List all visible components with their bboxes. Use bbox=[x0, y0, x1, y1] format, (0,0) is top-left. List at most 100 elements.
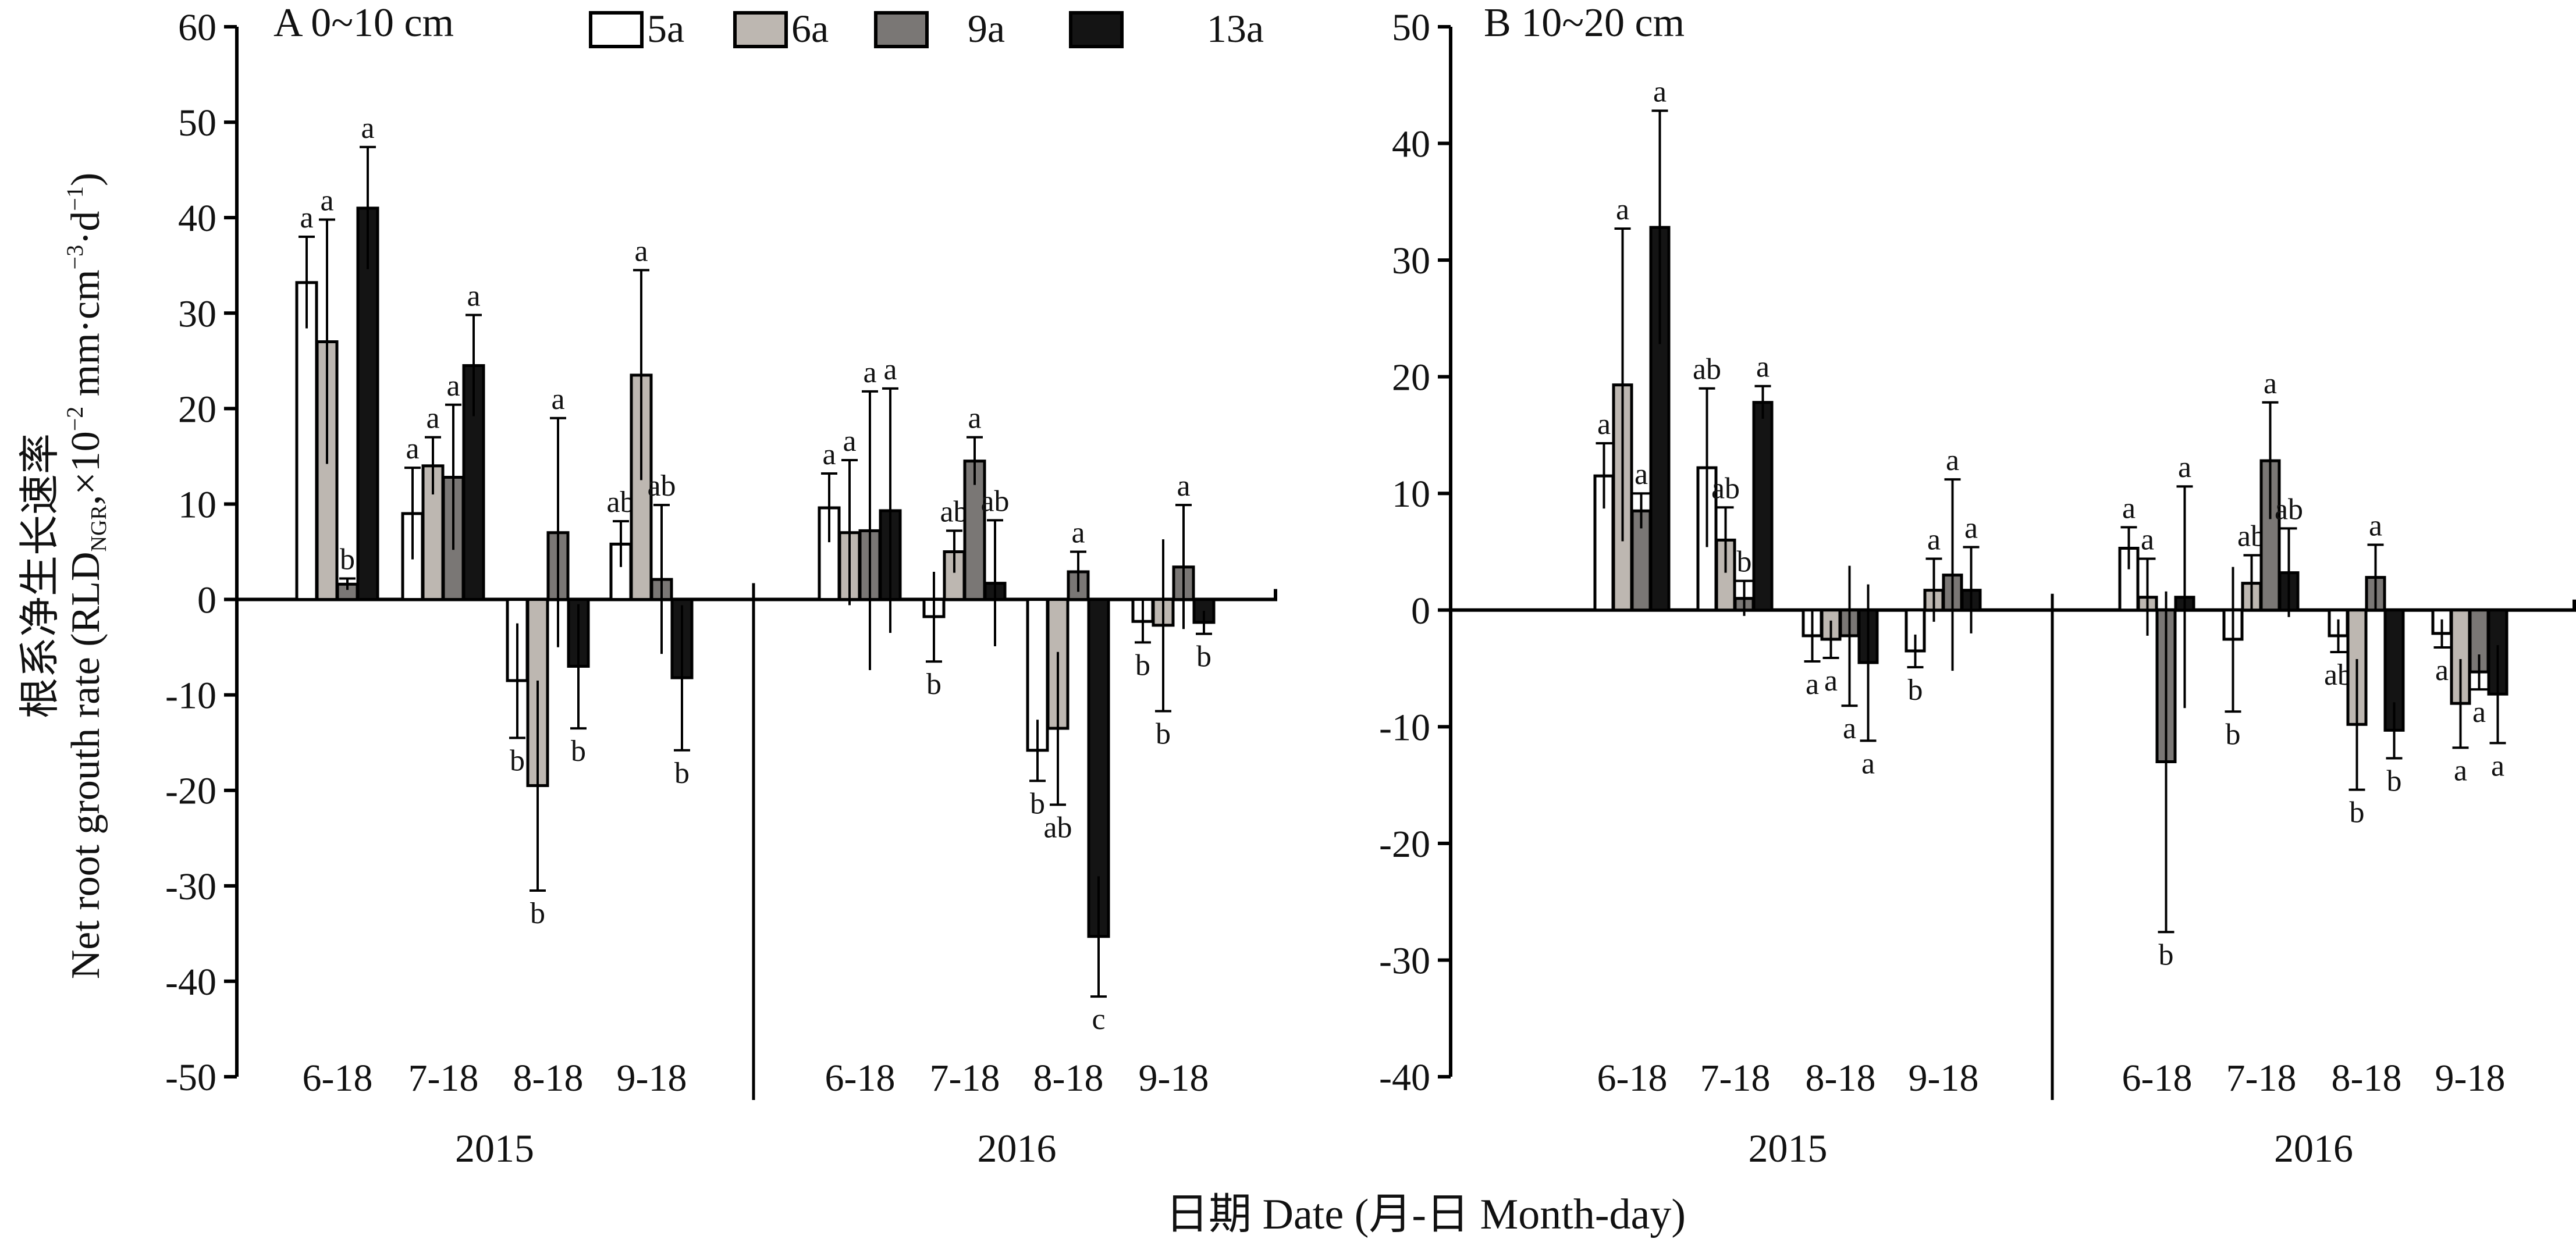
panel1-significance-letter: a bbox=[1756, 351, 1770, 384]
panel1-y-tick-label: 50 bbox=[1392, 6, 1430, 49]
panel0-significance-letter: b bbox=[571, 735, 586, 768]
panel1-significance-letter: a bbox=[2472, 696, 2486, 729]
panel0-date-label: 6-18 bbox=[303, 1057, 373, 1099]
panel1-significance-letter: a bbox=[2122, 492, 2136, 525]
panel1-y-tick-label: 20 bbox=[1392, 357, 1430, 399]
panel1-significance-letter: a bbox=[1806, 668, 1819, 701]
panel1-significance-letter: a bbox=[1927, 524, 1941, 557]
panel1-significance-letter: a bbox=[1635, 458, 1648, 491]
panel1-date-label: 6-18 bbox=[2122, 1057, 2193, 1099]
chart-canvas: 根系净生长速率 Net root grouth rate (RLDNGR,×10… bbox=[0, 0, 2576, 1243]
panel0-date-label: 7-18 bbox=[930, 1057, 1000, 1099]
panel0-y-tick-label: 40 bbox=[178, 197, 216, 240]
panel1-date-label: 7-18 bbox=[1700, 1057, 1771, 1099]
panel0-date-label: 7-18 bbox=[408, 1057, 479, 1099]
panel1-y-tick-label: -10 bbox=[1379, 706, 1430, 749]
panel1-y-tick-label: 10 bbox=[1392, 473, 1430, 515]
panel1-significance-letter: a bbox=[2454, 754, 2467, 787]
panel1-significance-letter: a bbox=[2435, 654, 2449, 687]
panel0-year-label: 2015 bbox=[455, 1126, 534, 1170]
y-axis-title-en: Net root grouth rate (RLDNGR,×10−2 mm·cm… bbox=[62, 173, 111, 980]
panel0-significance-letter: b bbox=[674, 757, 690, 790]
legend-label-6a: 6a bbox=[791, 6, 829, 51]
panel1-date-label: 9-18 bbox=[1909, 1057, 1979, 1099]
panel1-date-label: 8-18 bbox=[1806, 1057, 1876, 1099]
legend-swatch-13a bbox=[1071, 13, 1122, 47]
panel0-y-tick-label: 10 bbox=[178, 483, 216, 526]
panel0-significance-letter: ab bbox=[980, 485, 1009, 518]
y-axis-title-cn: 根系净生长速率 bbox=[18, 433, 63, 718]
legend-label-5a: 5a bbox=[647, 6, 684, 51]
panel0-significance-letter: a bbox=[634, 234, 648, 268]
panel0-significance-letter: ab bbox=[1043, 811, 1072, 844]
panel0-y-tick-label: 0 bbox=[197, 579, 216, 622]
panel1-significance-letter: a bbox=[2178, 451, 2191, 484]
y-axis-title-group: 根系净生长速率 Net root grouth rate (RLDNGR,×10… bbox=[18, 173, 111, 980]
legend-label-13a: 13a bbox=[1207, 6, 1264, 51]
panel0-significance-letter: b bbox=[926, 668, 941, 701]
panel0-y-tick-label: -20 bbox=[165, 770, 216, 813]
x-axis-title: 日期 Date (月-日 Month-day) bbox=[1166, 1191, 1686, 1238]
panel1-significance-letter: b bbox=[2350, 796, 2365, 830]
legend-swatch-6a bbox=[735, 13, 786, 47]
panel0-y-tick-label: -30 bbox=[165, 866, 216, 908]
panel0-significance-letter: a bbox=[300, 201, 313, 234]
panel0-date-label: 9-18 bbox=[617, 1057, 687, 1099]
panel0-significance-letter: a bbox=[551, 383, 564, 416]
panel0-significance-letter: a bbox=[406, 432, 419, 465]
panel0-significance-letter: a bbox=[968, 402, 981, 435]
legend-swatch-5a bbox=[591, 13, 642, 47]
panel1-y-tick-label: -30 bbox=[1379, 939, 1430, 982]
panel0-significance-letter: a bbox=[822, 438, 836, 471]
panel0-significance-letter: a bbox=[843, 425, 856, 458]
panel0-significance-letter: b bbox=[530, 897, 545, 930]
panel0-significance-letter: c bbox=[1092, 1003, 1105, 1036]
figure: 根系净生长速率 Net root grouth rate (RLDNGR,×10… bbox=[0, 0, 2576, 1243]
panel1-year-label: 2016 bbox=[2274, 1126, 2353, 1170]
panel0-significance-letter: b bbox=[1156, 718, 1171, 751]
panel1-significance-letter: a bbox=[2264, 367, 2277, 400]
panel1-significance-letter: b bbox=[1908, 674, 1923, 707]
panel1-significance-letter: a bbox=[2369, 509, 2382, 542]
panel1-significance-letter: a bbox=[1946, 444, 1959, 477]
panel1-y-tick-label: 30 bbox=[1392, 240, 1430, 282]
panel0-significance-letter: ab bbox=[647, 469, 676, 503]
panel0-date-label: 8-18 bbox=[513, 1057, 584, 1099]
panel1-significance-letter: b bbox=[1737, 546, 1752, 579]
panel1-significance-letter: b bbox=[2226, 718, 2241, 751]
legend-swatch-9a bbox=[876, 13, 927, 47]
panel1-date-label: 7-18 bbox=[2226, 1057, 2297, 1099]
panel1-y-tick-label: -20 bbox=[1379, 823, 1430, 866]
legend: 5a 6a 9a 13a bbox=[591, 6, 1264, 51]
panel0-significance-letter: a bbox=[1177, 469, 1190, 503]
panel0-bar-5a bbox=[297, 283, 317, 600]
panel1-date-label: 8-18 bbox=[2332, 1057, 2402, 1099]
panel0-significance-letter: a bbox=[863, 356, 876, 389]
panel0-significance-letter: a bbox=[467, 280, 480, 313]
panel0-significance-letter: b bbox=[1135, 649, 1150, 682]
panel1-y-tick-label: -40 bbox=[1379, 1056, 1430, 1099]
panel1-significance-letter: a bbox=[1964, 511, 1978, 544]
panel1-significance-letter: a bbox=[2141, 524, 2154, 557]
panel1-date-label: 9-18 bbox=[2435, 1057, 2506, 1099]
panel0-significance-letter: a bbox=[320, 184, 333, 217]
panel0-significance-letter: a bbox=[361, 112, 374, 145]
panel1-significance-letter: a bbox=[1597, 408, 1611, 441]
panel0-significance-letter: a bbox=[426, 402, 439, 435]
legend-label-9a: 9a bbox=[968, 6, 1005, 51]
panel1-date-label: 6-18 bbox=[1597, 1057, 1668, 1099]
panel0-y-tick-label: 30 bbox=[178, 293, 216, 335]
panel1-significance-letter: ab bbox=[1693, 353, 1721, 386]
panel1-title: B 10~20 cm bbox=[1484, 1, 1685, 45]
panel0-y-tick-label: 50 bbox=[178, 102, 216, 144]
panel1-significance-letter: ab bbox=[1711, 472, 1740, 505]
panel0-date-label: 9-18 bbox=[1139, 1057, 1209, 1099]
panel1-y-tick-label: 40 bbox=[1392, 123, 1430, 166]
panel0-significance-letter: b bbox=[340, 543, 355, 576]
panel1-significance-letter: a bbox=[1843, 712, 1856, 745]
panel0-significance-letter: a bbox=[883, 353, 897, 386]
panel0-y-tick-label: -10 bbox=[165, 675, 216, 717]
panel1-significance-letter: a bbox=[1861, 747, 1875, 780]
panel0-date-label: 8-18 bbox=[1033, 1057, 1104, 1099]
panel1-significance-letter: a bbox=[1616, 193, 1629, 226]
